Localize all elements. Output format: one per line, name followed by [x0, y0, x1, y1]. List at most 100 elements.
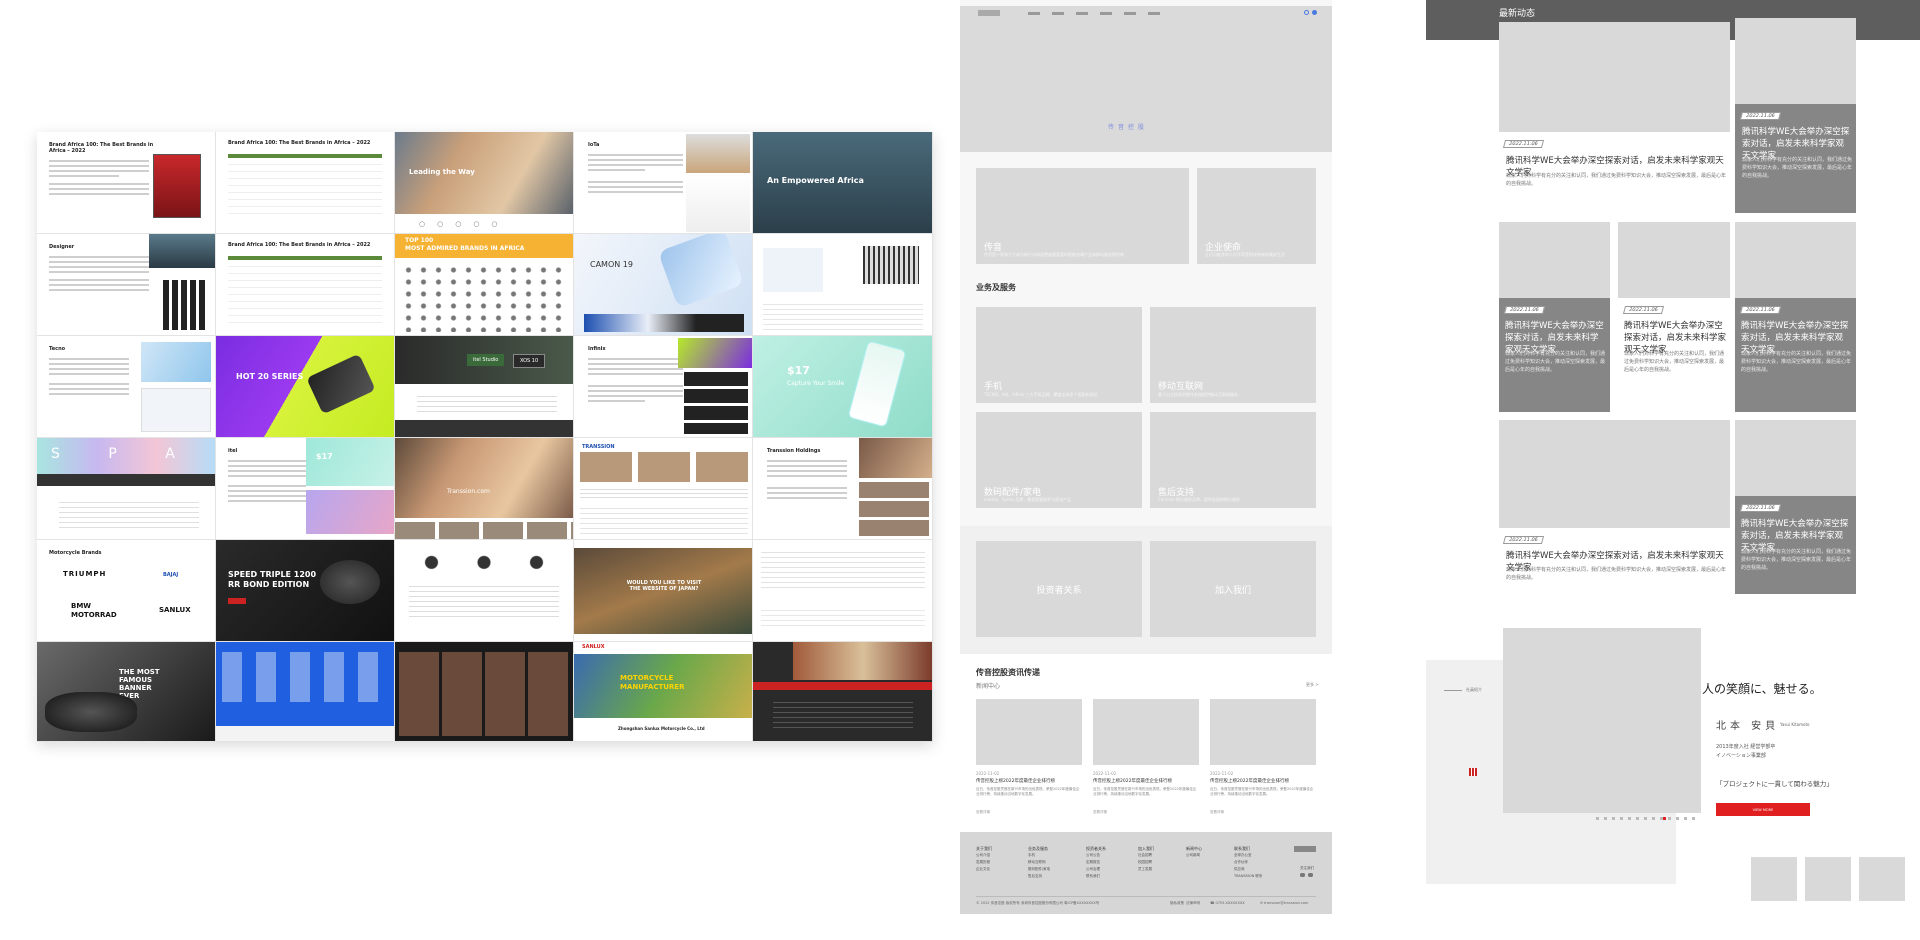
news-title-2[interactable]: 传音控股上榜2022年度最佳企业排行榜 [1093, 779, 1172, 784]
footer-link[interactable]: 数码配件/家电 [1028, 867, 1051, 871]
footer-link[interactable]: 移动互联网 [1028, 860, 1046, 864]
news-image-3[interactable] [1210, 699, 1316, 765]
footer-link[interactable]: 合作伙伴 [1234, 860, 1248, 864]
cta-join[interactable]: 加入我们 [1150, 541, 1316, 637]
collage-card-itel[interactable]: itel $17 [216, 438, 395, 540]
footer-link[interactable]: 售后支持 [1028, 874, 1042, 878]
collage-card-speed-triple[interactable]: SPEED TRIPLE 1200 RR BOND EDITION [216, 540, 395, 642]
cta-investor[interactable]: 投资者关系 [976, 541, 1142, 637]
card-mission[interactable] [1197, 168, 1316, 264]
footer-link[interactable]: 手机 [1028, 853, 1035, 857]
cta-red-button[interactable] [228, 598, 246, 604]
wechat-icon[interactable] [1300, 873, 1305, 877]
service-internet[interactable] [1150, 307, 1316, 403]
collage-card-people-hero[interactable]: Leading the Way ○○○○○ [395, 132, 574, 234]
news-title-1[interactable]: 传音控股上榜2022年度最佳企业排行榜 [976, 779, 1055, 784]
thumb-1[interactable] [1751, 857, 1797, 901]
news-card-6-title[interactable]: 腾讯科学WE大会举办深空探索对话，启发未来科学家观天文学家 [1506, 551, 1724, 573]
collage-card-transsion-holdings[interactable]: Transsion Holdings [753, 438, 933, 540]
news-date-2: 2022-11-02 [1093, 771, 1117, 776]
footer-link[interactable]: 全球办公室 [1234, 853, 1252, 857]
view-more-button[interactable]: VIEW MORE [1716, 803, 1810, 816]
news-more-1[interactable]: 查看详情 [976, 810, 990, 814]
collage-card-famous-banner[interactable]: THE MOST FAMOUS BANNER EVER [37, 642, 216, 742]
collage-card-red-dark[interactable] [753, 642, 933, 742]
collage-card-infinix[interactable]: Infinix [574, 336, 753, 438]
news-card-1-image[interactable] [1499, 22, 1730, 132]
footer-link[interactable]: 供应商 [1234, 867, 1245, 871]
news-card-3[interactable]: 2022.11.06 腾讯科学WE大会举办深空探索对话，启发未来科学家观天文学家… [1499, 222, 1610, 412]
news-image-1[interactable] [976, 699, 1082, 765]
site-logo[interactable] [978, 10, 1000, 16]
collage-card-capture-smile[interactable]: $17 Capture Your Smile [753, 336, 933, 438]
collage-card-japan[interactable]: WOULD YOU LIKE TO VISIT THE WEBSITE OF J… [574, 540, 753, 642]
footer-link[interactable]: 公司治理 [1086, 867, 1100, 871]
service-support[interactable] [1150, 412, 1316, 508]
collage-card-spa[interactable]: S P A [37, 438, 216, 540]
collage-card-transsion[interactable]: TRANSSION [574, 438, 753, 540]
collage-card-camon[interactable]: CAMON 19 [574, 234, 753, 336]
collage-card-blue-footer[interactable] [216, 642, 395, 742]
slide-dots[interactable] [1596, 817, 1696, 820]
globe-icon[interactable] [1312, 10, 1317, 15]
news-card-4[interactable]: 2022.11.06 腾讯科学WE大会举办深空探索对话，启发未来科学家观天文学家… [1618, 222, 1730, 412]
collage-card-empowered-africa[interactable]: An Empowered Africa [753, 132, 933, 234]
news-card-3-desc: 现象人们对科学有充分的关注和认同，我们通过免费科学知识大会，推动深空探索发展，最… [1505, 351, 1606, 373]
footer-link-legal[interactable]: 法律声明 [1186, 901, 1200, 905]
weibo-icon[interactable] [1308, 873, 1313, 877]
news-card-7-date: 2022.11.06 [1739, 504, 1781, 512]
footer-logo[interactable] [1294, 846, 1316, 852]
news-card-4-image [1618, 222, 1730, 298]
footer-link[interactable]: 公司公告 [1086, 853, 1100, 857]
collage-card-people-group[interactable]: Transsion.com [395, 438, 574, 540]
news-card-7[interactable]: 2022.11.06 腾讯科学WE大会举办深空探索对话，启发未来科学家观天文学家… [1735, 420, 1856, 594]
service-accessories[interactable] [976, 412, 1142, 508]
news-card-1-title[interactable]: 腾讯科学WE大会举办深空探索对话，启发未来科学家观天文学家 [1506, 156, 1724, 178]
top-nav[interactable] [1028, 12, 1160, 15]
footer-link[interactable]: 公司新闻 [1186, 853, 1200, 857]
footer-link[interactable]: 企业文化 [976, 867, 990, 871]
thumb-2[interactable] [1805, 857, 1851, 901]
news-card-6-image[interactable] [1499, 420, 1730, 528]
thumb-3[interactable] [1859, 857, 1905, 901]
grid-icon[interactable] [1469, 768, 1477, 776]
collage-card-motorcycle-brands[interactable]: Motorcycle Brands TRIUMPH BAJAJ BMW MOTO… [37, 540, 216, 642]
footer-link[interactable]: TRANSSION 联系 [1234, 874, 1263, 878]
footer-link[interactable]: 定期报告 [1086, 860, 1100, 864]
footer-link[interactable]: 公司介绍 [976, 853, 990, 857]
card-about[interactable] [976, 168, 1189, 264]
collage-card-brand-africa[interactable]: Brand Africa 100: The Best Brands in Afr… [37, 132, 216, 234]
news-more-2[interactable]: 查看详情 [1093, 810, 1107, 814]
service-mobile[interactable] [976, 307, 1142, 403]
collage-card-iota[interactable]: IoTa [574, 132, 753, 234]
collage-card-sanlux-manufacturer[interactable]: SANLUX MOTORCYCLE MANUFACTURER Zhongshan… [574, 642, 753, 742]
collage-card-brand-table[interactable]: Brand Africa 100: The Best Brands in Afr… [216, 132, 395, 234]
collage-card-hot20[interactable]: HOT 20 SERIES [216, 336, 395, 438]
collage-card-tecno[interactable]: Tecno [37, 336, 216, 438]
news-card-2[interactable]: 2022.11.06 腾讯科学WE大会举办深空探索对话，启发未来科学家观天文学家… [1735, 18, 1856, 213]
collage-card-directory[interactable] [753, 540, 933, 642]
interview-photo [1503, 628, 1701, 813]
footer-link[interactable]: 校园招聘 [1138, 860, 1152, 864]
slide-dot-active[interactable] [1663, 817, 1666, 820]
footer-link[interactable]: 社会招聘 [1138, 853, 1152, 857]
news-more-link[interactable]: 更多 > [1306, 682, 1319, 687]
footer-link[interactable]: 发展历程 [976, 860, 990, 864]
collage-card-dark-gallery[interactable] [395, 642, 574, 742]
footer-link[interactable]: 员工发展 [1138, 867, 1152, 871]
news-card-6-desc: 现象人们对科学有充分的关注和认同，我们通过免费科学知识大会，推动深空探索发展，最… [1506, 567, 1727, 581]
news-card-5[interactable]: 2022.11.06 腾讯科学WE大会举办深空探索对话，启发未来科学家观天文学家… [1735, 222, 1856, 412]
news-more-3[interactable]: 查看详情 [1210, 810, 1224, 814]
footer-link[interactable]: 联系我们 [1086, 874, 1100, 878]
search-icon[interactable] [1304, 10, 1309, 15]
collage-card-itel-studio[interactable]: itel Studio XOS 10 [395, 336, 574, 438]
collage-card-products[interactable] [753, 234, 933, 336]
news-title-3[interactable]: 传音控股上榜2022年度最佳企业排行榜 [1210, 779, 1289, 784]
collage-card-brand-table-2[interactable]: Brand Africa 100: The Best Brands in Afr… [216, 234, 395, 336]
collage-card-bikes[interactable] [395, 540, 574, 642]
news-image-2[interactable] [1093, 699, 1199, 765]
holdings-thumbs [859, 482, 929, 536]
collage-card-designer[interactable]: Designer [37, 234, 216, 336]
footer-link-privacy[interactable]: 隐私政策 [1170, 901, 1184, 905]
collage-card-top100[interactable]: TOP 100 MOST ADMIRED BRANDS IN AFRICA [395, 234, 574, 336]
